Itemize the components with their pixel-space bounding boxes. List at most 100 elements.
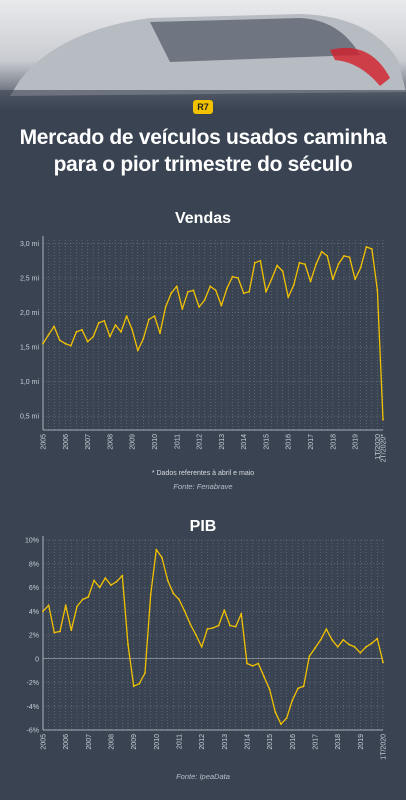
data-point xyxy=(348,256,351,259)
x-tick-label: 2015 xyxy=(263,434,270,450)
data-point xyxy=(209,285,212,288)
data-point xyxy=(120,330,122,333)
data-point xyxy=(214,289,217,292)
y-tick-label: -2% xyxy=(27,680,39,687)
data-point xyxy=(259,259,262,262)
car-photo xyxy=(0,0,406,110)
y-tick-label: 0 xyxy=(35,656,39,663)
data-point xyxy=(93,579,95,582)
data-point xyxy=(159,332,161,335)
data-point xyxy=(178,598,180,601)
data-point xyxy=(195,634,197,636)
data-point xyxy=(166,579,169,582)
data-point xyxy=(326,254,329,257)
x-tick-label: 2008 xyxy=(109,734,116,750)
series-line xyxy=(42,246,384,420)
data-point xyxy=(103,319,106,322)
x-tick-label: 2006 xyxy=(63,434,70,450)
data-point xyxy=(148,318,150,321)
y-tick-label: -6% xyxy=(27,728,39,735)
y-tick-label: 3,0 mi xyxy=(20,241,40,248)
data-point xyxy=(251,664,254,667)
data-point xyxy=(81,598,84,601)
headline: Mercado de veículos usados caminha para … xyxy=(0,124,406,178)
x-tick-label: 2017 xyxy=(308,434,315,450)
data-point xyxy=(155,548,158,551)
data-point xyxy=(257,662,260,665)
data-point xyxy=(86,340,89,343)
data-point xyxy=(170,292,173,295)
data-point xyxy=(382,418,384,421)
x-tick-label: 2012 xyxy=(197,434,204,450)
data-point xyxy=(337,263,340,266)
data-point xyxy=(298,261,301,264)
data-point xyxy=(315,263,318,266)
y-tick-label: 1,5 mi xyxy=(20,345,40,352)
data-point xyxy=(212,626,214,629)
car-illustration-icon xyxy=(0,14,406,110)
data-point xyxy=(181,308,184,310)
data-point xyxy=(75,330,78,333)
data-point xyxy=(187,290,189,293)
data-point xyxy=(242,292,245,295)
data-point xyxy=(121,574,124,577)
x-tick-label: 2011 xyxy=(174,434,181,449)
data-point xyxy=(47,333,50,336)
x-tick-label: 2011 xyxy=(177,734,184,749)
x-tick-label: 2007 xyxy=(85,434,92,450)
x-tick-label: 2013 xyxy=(222,734,229,750)
data-point xyxy=(231,275,234,278)
y-tick-label: 2,0 mi xyxy=(20,310,40,317)
data-point xyxy=(297,687,299,690)
data-point xyxy=(114,324,117,326)
data-point xyxy=(265,290,267,293)
data-point xyxy=(246,662,248,665)
data-point xyxy=(263,675,265,678)
data-point xyxy=(353,645,356,648)
x-tick-label: 2005 xyxy=(41,434,48,450)
data-point xyxy=(198,306,200,308)
headline-line-1: Mercado de veículos usados caminha xyxy=(19,126,387,149)
sales-source: Fonte: Fenabrave xyxy=(173,482,233,491)
y-tick-label: 2,5 mi xyxy=(20,276,40,283)
data-point xyxy=(92,335,95,338)
x-tick-label: 2009 xyxy=(131,734,138,750)
data-point xyxy=(376,289,379,292)
data-point xyxy=(359,266,362,269)
data-point xyxy=(229,624,231,627)
r7-logo: R7 xyxy=(193,100,213,114)
gdp-chart-title: PIB xyxy=(189,518,217,535)
data-point xyxy=(203,299,206,302)
data-point xyxy=(206,628,209,630)
x-tick-label: 1T/2020 xyxy=(375,434,382,460)
x-tick-label: 2019 xyxy=(353,434,360,450)
data-point xyxy=(42,342,44,345)
x-tick-label: 2013 xyxy=(219,434,226,450)
data-point xyxy=(309,280,312,283)
sales-annotation: * Dados referentes à abril e maio xyxy=(151,470,255,477)
data-point xyxy=(280,723,282,725)
x-tick-label: 2016 xyxy=(290,734,297,750)
data-point xyxy=(70,629,73,632)
data-point xyxy=(291,699,294,702)
data-point xyxy=(370,248,373,250)
data-point xyxy=(304,263,306,266)
data-point xyxy=(365,246,368,248)
y-tick-label: 10% xyxy=(25,538,39,545)
data-point xyxy=(53,631,56,634)
data-point xyxy=(223,609,226,611)
x-tick-label: 2018 xyxy=(330,434,337,450)
data-point xyxy=(325,628,328,630)
data-point xyxy=(76,605,78,608)
data-point xyxy=(58,339,61,342)
data-point xyxy=(47,604,50,607)
data-point xyxy=(98,586,101,589)
data-point xyxy=(382,661,384,664)
x-tick-label: 2010 xyxy=(152,434,159,450)
x-tick-label: 2010 xyxy=(154,734,161,750)
y-tick-label: 8% xyxy=(29,561,39,568)
data-point xyxy=(240,612,243,615)
data-point xyxy=(331,278,334,281)
data-point xyxy=(153,315,156,317)
data-point xyxy=(331,638,333,641)
